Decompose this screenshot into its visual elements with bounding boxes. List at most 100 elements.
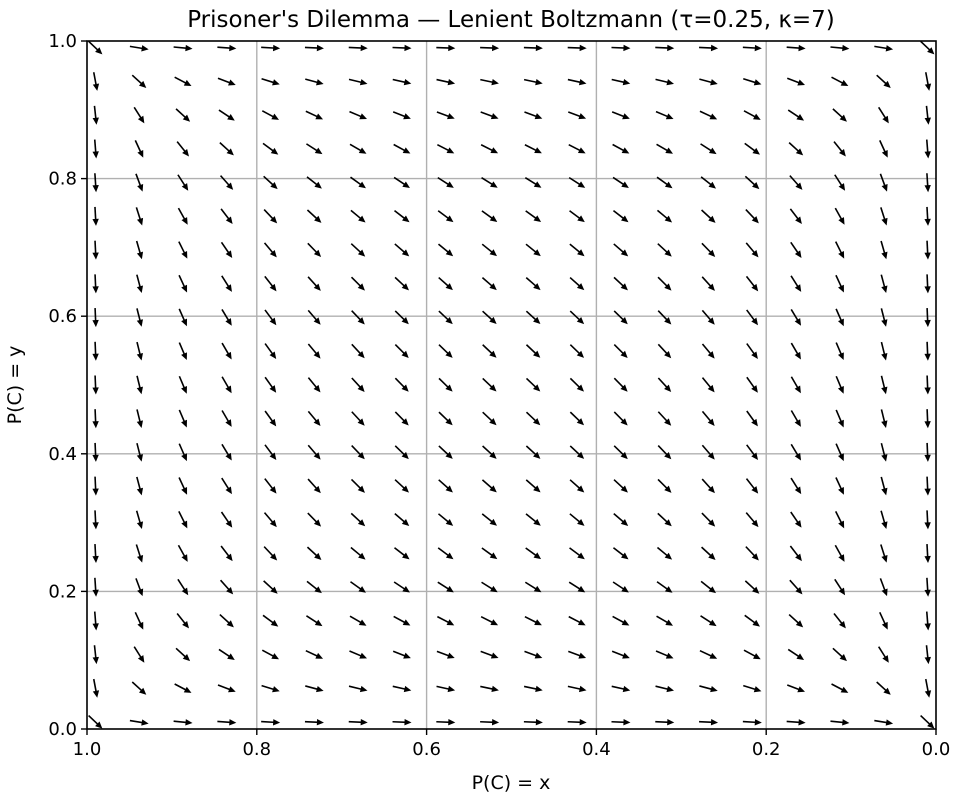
field-arrow [304, 719, 324, 726]
field-arrow [438, 479, 453, 493]
field-arrow [700, 143, 717, 155]
field-arrow [177, 544, 188, 562]
field-arrow [263, 242, 277, 258]
field-arrow [879, 612, 888, 630]
field-arrow [569, 377, 584, 392]
field-arrow [567, 44, 587, 52]
field-arrow [178, 375, 187, 394]
field-arrow [92, 678, 100, 698]
field-arrow [88, 714, 103, 729]
field-arrow [743, 684, 762, 693]
x-tick-label: 0.8 [242, 739, 271, 760]
field-arrow [221, 376, 232, 394]
field-arrow [746, 444, 759, 461]
field-arrow [394, 209, 410, 223]
field-arrow [480, 111, 499, 120]
plot-frame [86, 40, 937, 730]
field-arrow [790, 376, 801, 394]
field-arrow [745, 208, 759, 224]
field-arrow [220, 545, 233, 562]
field-arrow [350, 512, 366, 527]
field-arrow [835, 477, 844, 495]
field-arrow [657, 512, 672, 527]
field-arrow [613, 343, 628, 359]
field-arrow [174, 76, 192, 87]
field-arrow [350, 209, 366, 223]
field-arrow [350, 276, 365, 291]
field-arrow [437, 243, 454, 257]
field-arrow [612, 176, 629, 188]
field-arrow [525, 445, 541, 459]
field-arrow [834, 544, 845, 562]
field-arrow [392, 111, 411, 120]
field-arrow [92, 510, 99, 530]
field-arrow [348, 685, 368, 693]
field-arrow [611, 650, 630, 659]
field-arrow [701, 410, 715, 427]
field-arrow [178, 241, 188, 259]
field-arrow [263, 580, 278, 594]
field-arrow [786, 77, 806, 86]
field-arrow [834, 207, 845, 225]
field-arrow [307, 478, 321, 494]
field-arrow [392, 719, 412, 726]
field-arrow [480, 685, 499, 693]
field-arrow [136, 409, 143, 428]
field-arrow [834, 510, 845, 529]
field-arrow [178, 274, 188, 293]
field-arrow [924, 240, 931, 260]
field-arrow [569, 344, 585, 358]
field-arrow [879, 173, 888, 192]
field-arrow [307, 512, 322, 527]
field-arrow [221, 443, 232, 461]
x-tick-label: 1.0 [73, 739, 102, 760]
field-arrow [394, 377, 409, 392]
field-arrow [348, 719, 368, 726]
axis-ticks: 1.0 0.8 0.6 0.4 0.2 0.0 0.0 0.2 0.4 0.6 0.8 1.0 [48, 31, 950, 760]
field-arrow [569, 276, 585, 291]
field-arrow [880, 308, 888, 327]
field-arrow [437, 581, 454, 593]
field-arrow [924, 510, 931, 530]
y-tick-label: 0.6 [48, 306, 77, 327]
field-arrow [656, 209, 673, 223]
field-arrow [134, 140, 144, 158]
field-arrow [350, 546, 366, 560]
field-arrow [349, 615, 367, 626]
field-arrow [568, 143, 586, 154]
field-arrow [924, 442, 931, 462]
field-arrow [744, 175, 760, 190]
field-arrow [613, 479, 628, 493]
field-arrow [786, 44, 806, 52]
field-arrow [92, 409, 99, 429]
field-arrow [876, 681, 891, 695]
field-arrow [481, 243, 498, 257]
field-arrow [612, 581, 629, 593]
field-arrow [567, 719, 587, 726]
field-arrow [221, 275, 232, 292]
field-arrow [178, 308, 188, 327]
field-arrow [524, 144, 542, 154]
chart-title: Prisoner's Dilemma — Lenient Boltzmann (… [187, 7, 835, 33]
field-arrow [569, 210, 585, 223]
field-arrow [699, 110, 718, 120]
field-arrow [175, 647, 191, 662]
field-arrow [744, 142, 760, 155]
field-arrow [924, 308, 931, 328]
field-arrow [136, 341, 143, 361]
x-tick-label: 0.6 [412, 739, 441, 760]
field-arrow [525, 344, 541, 358]
field-arrow [746, 343, 758, 359]
field-arrow [880, 375, 888, 395]
field-arrow [835, 308, 844, 327]
field-arrow [699, 685, 718, 693]
field-arrow [656, 143, 673, 154]
field-arrow [568, 581, 586, 593]
field-arrow [880, 207, 888, 226]
field-arrow [924, 375, 931, 395]
field-arrow [92, 308, 99, 328]
field-arrow [924, 476, 931, 496]
field-arrow [261, 110, 280, 120]
field-arrow [569, 479, 585, 493]
field-arrow [480, 44, 500, 52]
